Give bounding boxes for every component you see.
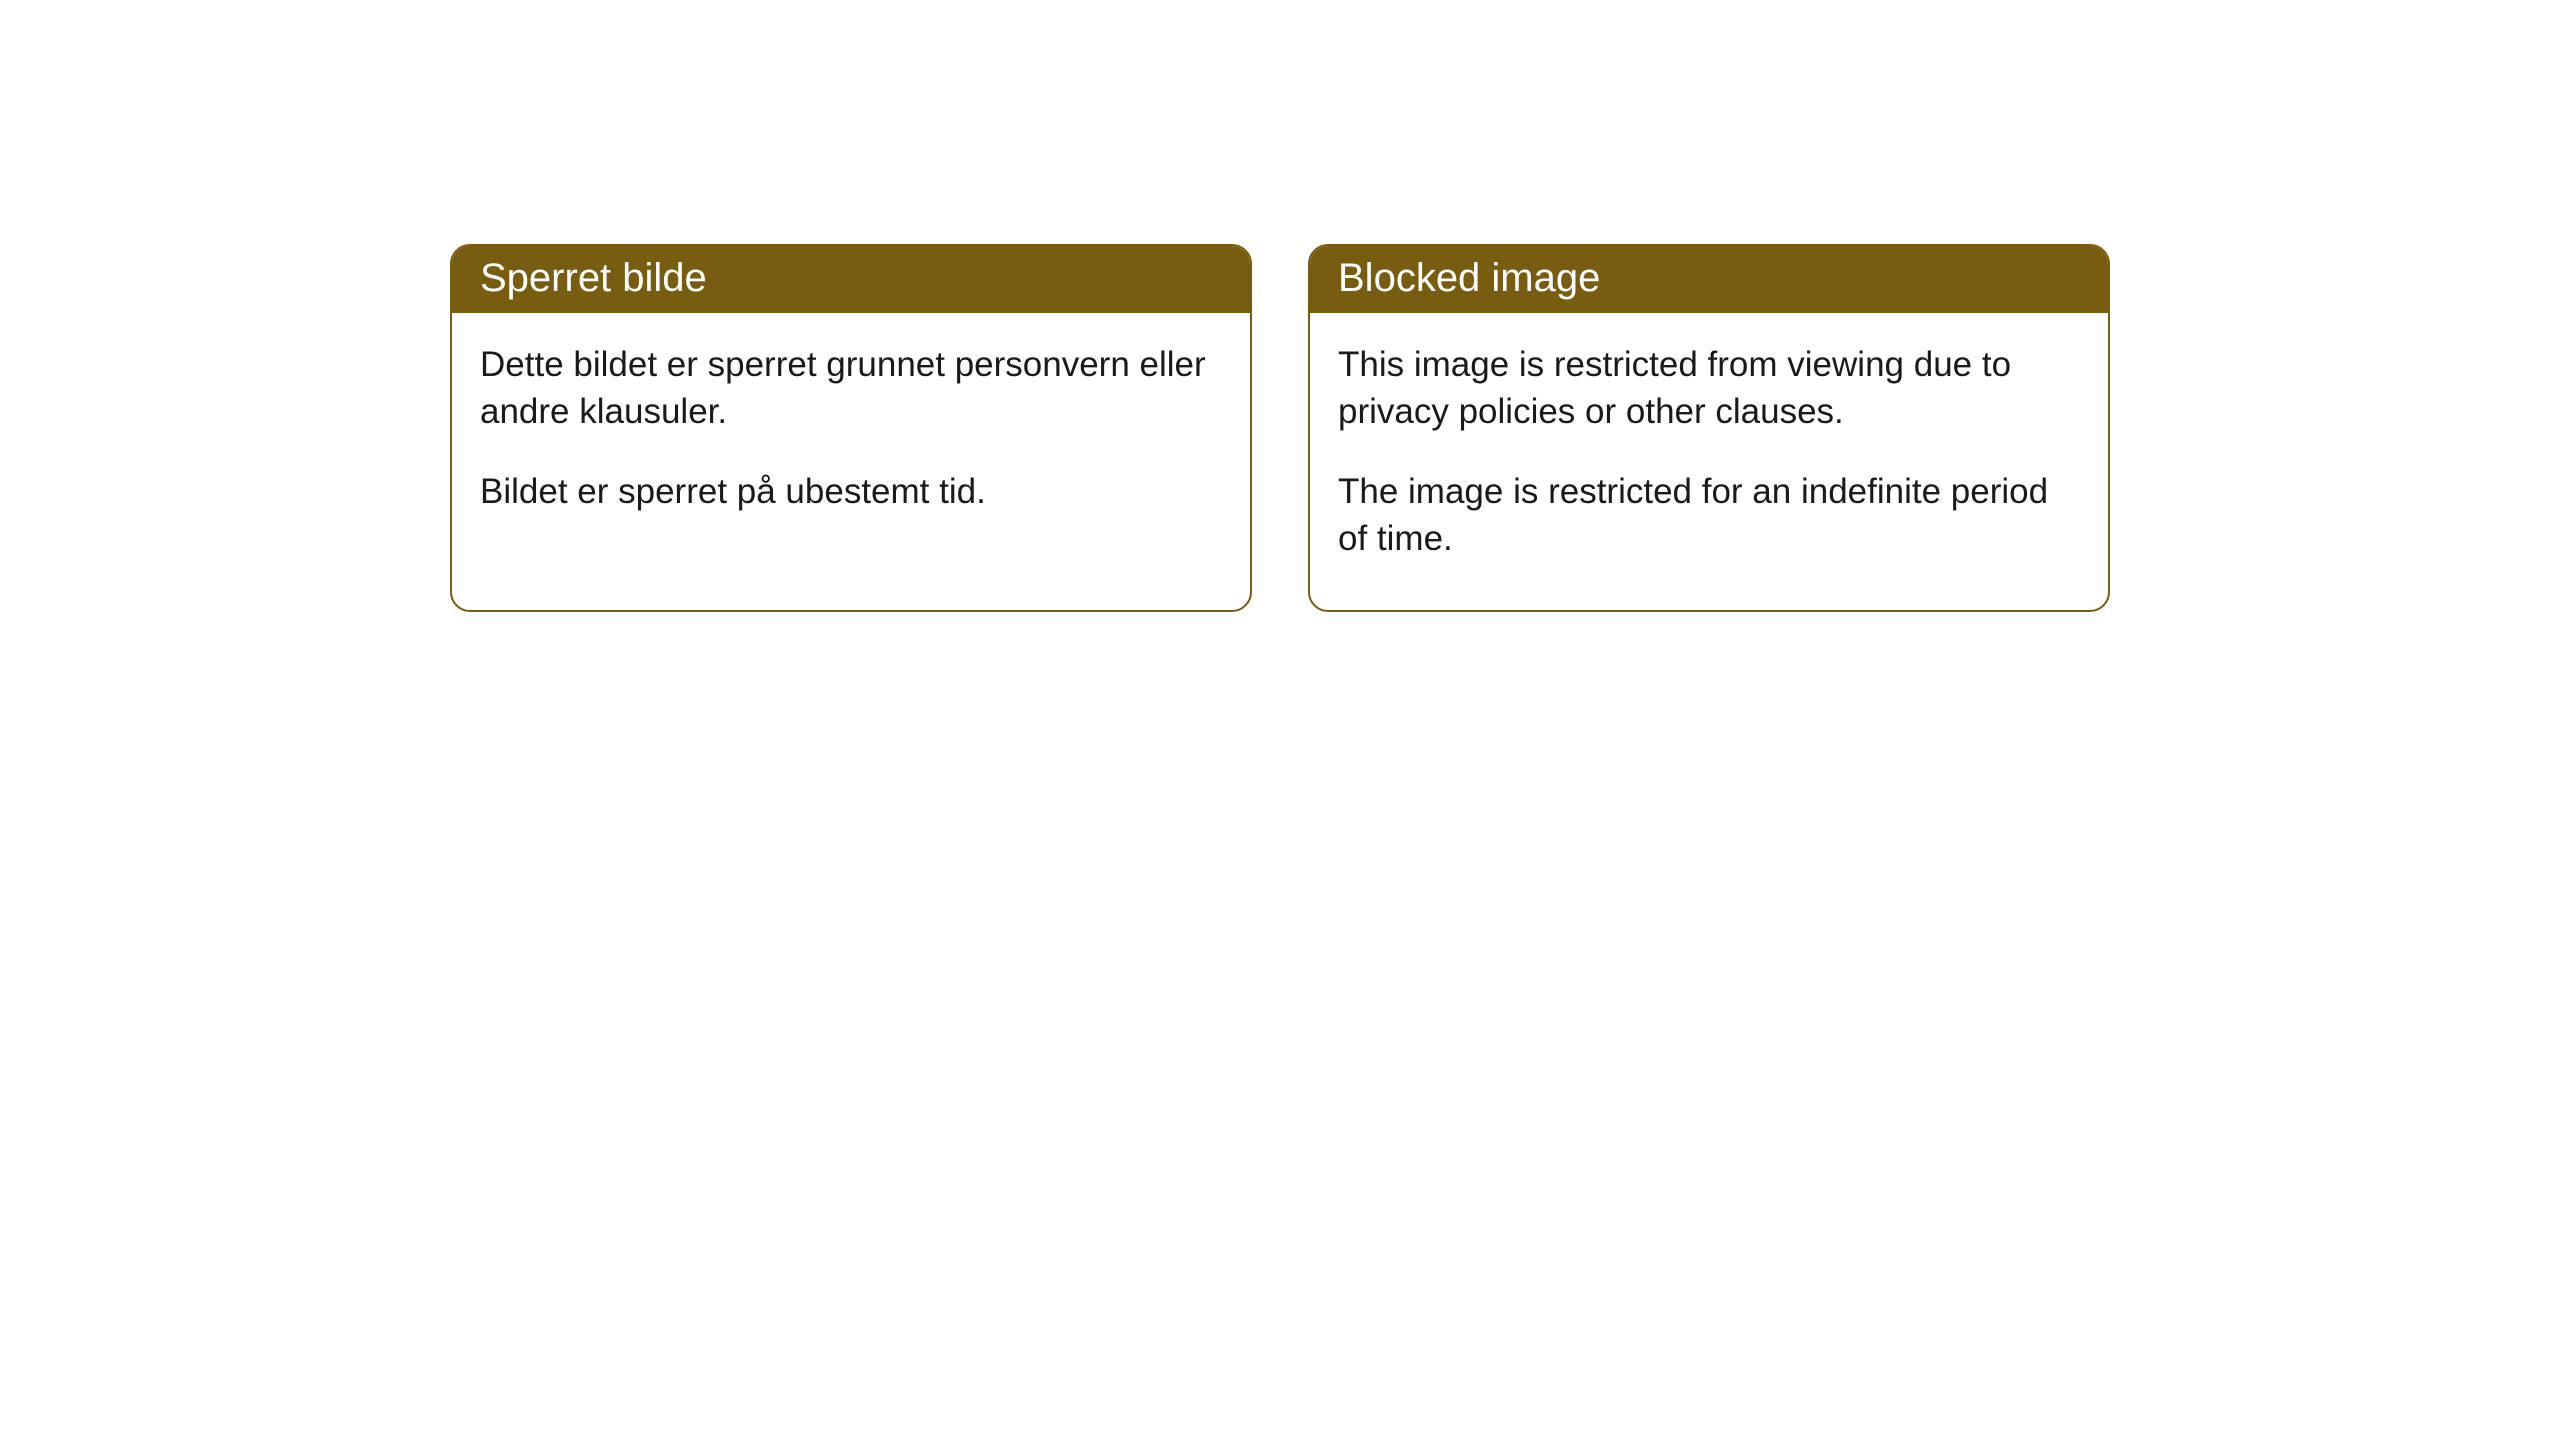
card-paragraph: This image is restricted from viewing du… (1338, 341, 2080, 436)
card-paragraph: Dette bildet er sperret grunnet personve… (480, 341, 1222, 436)
card-body: This image is restricted from viewing du… (1310, 313, 2108, 610)
card-paragraph: Bildet er sperret på ubestemt tid. (480, 468, 1222, 515)
cards-container: Sperret bilde Dette bildet er sperret gr… (0, 0, 2560, 856)
card-header: Sperret bilde (452, 246, 1250, 313)
card-header: Blocked image (1310, 246, 2108, 313)
blocked-image-card-en: Blocked image This image is restricted f… (1308, 244, 2110, 612)
card-paragraph: The image is restricted for an indefinit… (1338, 468, 2080, 563)
card-body: Dette bildet er sperret grunnet personve… (452, 313, 1250, 563)
blocked-image-card-no: Sperret bilde Dette bildet er sperret gr… (450, 244, 1252, 612)
